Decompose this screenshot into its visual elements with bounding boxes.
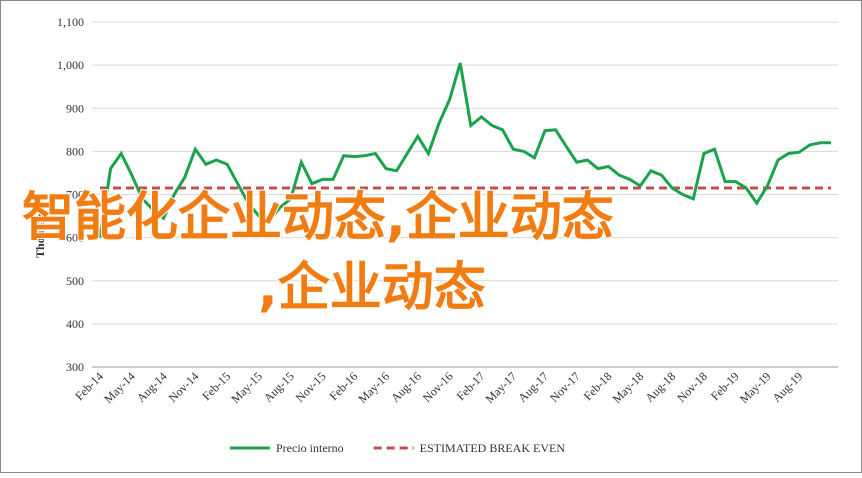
y-tick-label: 400	[66, 317, 84, 331]
y-tick-label: 500	[66, 274, 84, 288]
y-tick-label: 300	[66, 360, 84, 374]
series-line	[98, 62, 831, 238]
legend-label: Precio interno	[276, 441, 344, 455]
overlay-text: ,企业动态	[258, 258, 486, 318]
y-tick-label: 600	[66, 231, 84, 245]
y-tick-label: 1,100	[57, 15, 84, 29]
y-tick-label: 700	[66, 188, 84, 202]
y-tick-label: 1,000	[57, 58, 84, 72]
overlay-text: 智能化企业动态,企业动态	[22, 188, 614, 248]
legend-label: ESTIMATED BREAK EVEN	[420, 441, 566, 455]
y-axis-label: Thousands	[33, 202, 47, 258]
y-tick-label: 800	[66, 144, 84, 158]
y-tick-label: 900	[66, 101, 84, 115]
